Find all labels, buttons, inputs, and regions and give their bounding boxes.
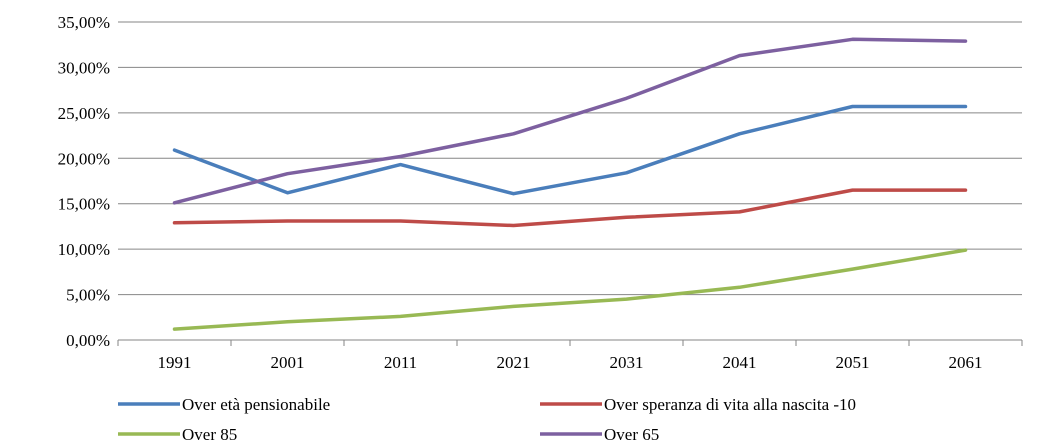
x-axis	[117, 339, 1023, 346]
legend-label-2: Over speranza di vita alla nascita -10	[604, 395, 856, 414]
x-axis-tick-labels: 1991 2001 2011 2021 2031 2041 2051 2061	[158, 353, 983, 372]
y-tick-label: 10,00%	[58, 240, 110, 259]
x-tick-label: 1991	[158, 353, 192, 372]
series-line-4	[172, 37, 968, 205]
x-tick-label: 2051	[836, 353, 870, 372]
x-tick-label: 2041	[723, 353, 757, 372]
legend: Over età pensionabile Over speranza di vi…	[118, 395, 856, 444]
x-tick-label: 2031	[610, 353, 644, 372]
x-tick-label: 2011	[384, 353, 417, 372]
y-axis-tick-labels: 0,00% 5,00% 10,00% 15,00% 20,00% 25,00% 30,00%…	[58, 13, 110, 350]
gridlines	[118, 21, 1022, 296]
legend-label-1: Over età pensionabile	[182, 395, 330, 414]
series-line-3	[172, 248, 968, 331]
legend-label-3: Over 85	[182, 425, 237, 444]
y-tick-label: 20,00%	[58, 149, 110, 168]
series-lines	[172, 37, 968, 331]
y-tick-label: 0,00%	[66, 331, 110, 350]
y-tick-label: 25,00%	[58, 104, 110, 123]
x-tick-label: 2001	[271, 353, 305, 372]
y-tick-label: 35,00%	[58, 13, 110, 32]
legend-label-4: Over 65	[604, 425, 659, 444]
series-line-1	[172, 104, 968, 196]
x-tick-label: 2061	[949, 353, 983, 372]
series-line-2	[172, 188, 968, 228]
y-tick-label: 30,00%	[58, 58, 110, 77]
y-tick-label: 15,00%	[58, 195, 110, 214]
x-tick-label: 2021	[497, 353, 531, 372]
y-tick-label: 5,00%	[66, 286, 110, 305]
